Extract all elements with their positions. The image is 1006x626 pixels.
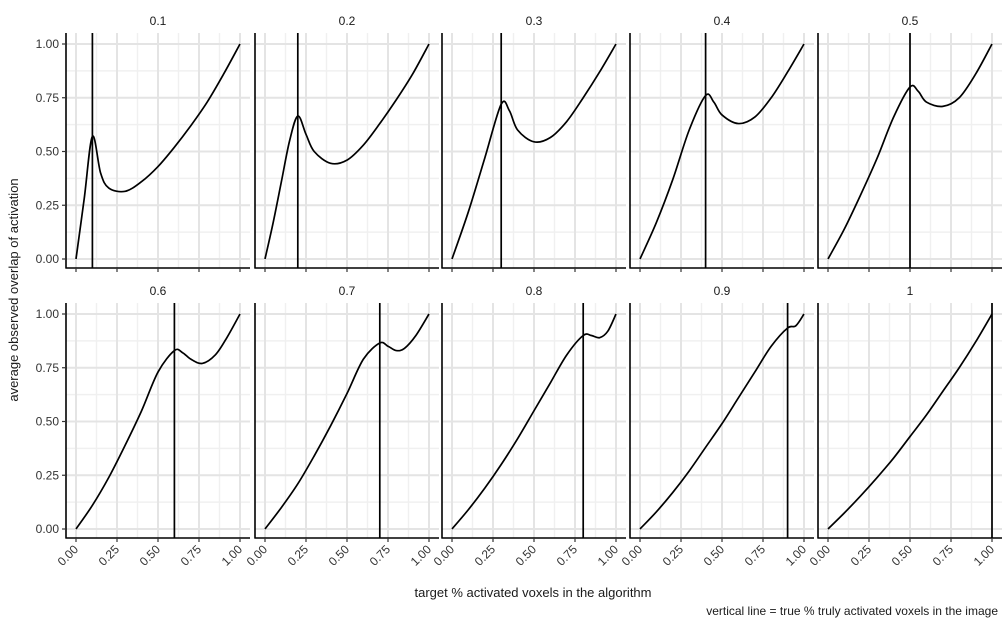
facet-label: 0.7 [339,284,356,298]
gridlines [442,33,626,268]
panels: 0.10.000.250.500.751.000.2 0.3 0.4 0.50.60.… [36,14,1002,569]
overlap-curve [639,313,805,530]
facet-label: 0.2 [339,14,356,28]
x-tick-label: 0.00 [244,542,271,569]
gridlines [255,303,439,538]
gridlines [818,303,1002,538]
x-tick-label: 0.50 [889,542,916,569]
x-tick-label: 0.00 [619,542,646,569]
facet-panel: 1 0.00 0.25 0.50 0.75 1.00 [807,284,1002,569]
x-tick-label: 1.00 [783,542,810,569]
x-tick-label: 0.25 [96,542,123,569]
x-tick-label: 0.25 [472,542,499,569]
facet-label: 0.4 [714,14,731,28]
chart-caption: vertical line = true % truly activated v… [706,604,998,618]
gridlines [442,303,626,538]
overlap-curve [827,313,993,530]
x-tick-label: 0.75 [554,542,581,569]
facet-panel: 0.5 [817,14,1002,272]
x-tick-label: 0.50 [326,542,353,569]
y-tick-label: 0.75 [36,91,60,105]
y-tick-label: 0.25 [36,198,60,212]
facet-label: 0.8 [526,284,543,298]
facet-panel: 0.2 [254,14,439,272]
facet-label: 0.3 [526,14,543,28]
facet-panel: 0.8 0.00 0.25 0.50 0.75 1.00 [431,284,626,569]
y-tick-label: 0.00 [36,252,60,266]
facet-label: 0.6 [150,284,167,298]
x-tick-label: 0.00 [55,542,82,569]
x-tick-label: 0.75 [930,542,957,569]
overlap-curve [75,43,241,260]
y-tick-label: 0.00 [36,522,60,536]
x-tick-label: 0.50 [701,542,728,569]
x-tick-label: 0.00 [807,542,834,569]
x-tick-label: 0.25 [660,542,687,569]
gridlines [630,33,814,268]
facet-label: 0.5 [902,14,919,28]
y-tick-label: 0.50 [36,145,60,159]
y-tick-label: 1.00 [36,307,60,321]
x-tick-label: 0.25 [848,542,875,569]
x-tick-label: 0.25 [285,542,312,569]
y-tick-label: 1.00 [36,37,60,51]
overlap-curve [75,313,241,530]
y-tick-label: 0.25 [36,468,60,482]
overlap-curve [264,43,430,260]
x-tick-label: 0.50 [513,542,540,569]
x-tick-label: 0.75 [367,542,394,569]
facet-panel: 0.4 [629,14,814,272]
x-axis-label: target % activated voxels in the algorit… [414,585,651,600]
x-tick-label: 1.00 [219,542,246,569]
gridlines [66,33,250,268]
facet-label: 0.1 [150,14,167,28]
overlap-curve [451,313,617,530]
facet-panel: 0.3 [441,14,626,272]
overlap-curve [827,43,993,260]
overlap-curve [639,43,805,260]
y-axis-label: average observed overlap of activation [6,178,21,401]
x-tick-label: 1.00 [595,542,622,569]
facet-label: 1 [907,284,914,298]
x-tick-label: 1.00 [971,542,998,569]
y-tick-label: 0.50 [36,415,60,429]
gridlines [255,33,439,268]
x-tick-label: 1.00 [408,542,435,569]
x-tick-label: 0.75 [178,542,205,569]
x-tick-label: 0.75 [742,542,769,569]
gridlines [630,303,814,538]
facet-panel: 0.7 0.00 0.25 0.50 0.75 1.00 [244,284,439,569]
facet-label: 0.9 [714,284,731,298]
facet-panel: 0.9 0.00 0.25 0.50 0.75 1.00 [619,284,814,569]
x-tick-label: 0.00 [431,542,458,569]
facet-panel: 0.1 0.00 0.25 0.50 0.75 1.00 [36,14,250,272]
y-tick-label: 0.75 [36,361,60,375]
overlap-curve [264,313,430,530]
facet-panel: 0.6 0.00 0.25 0.50 0.75 1.00 0.00 0.25 0.50 0.75 1… [36,284,250,569]
x-tick-label: 0.50 [137,542,164,569]
overlap-curve [451,43,617,260]
